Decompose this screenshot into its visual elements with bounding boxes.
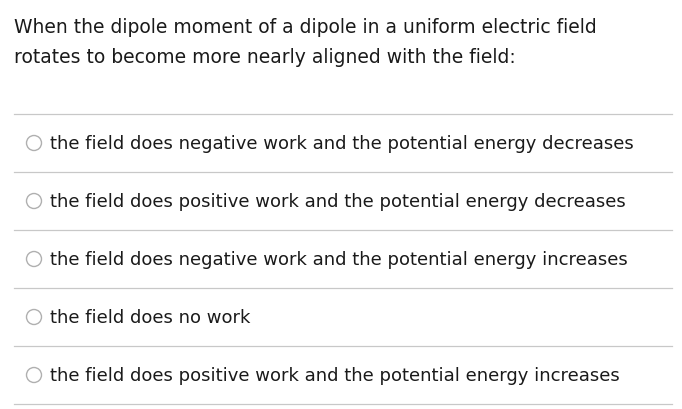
Text: rotates to become more nearly aligned with the field:: rotates to become more nearly aligned wi… (14, 48, 516, 67)
Text: the field does no work: the field does no work (50, 308, 250, 326)
Text: the field does negative work and the potential energy increases: the field does negative work and the pot… (50, 250, 627, 268)
Text: the field does positive work and the potential energy decreases: the field does positive work and the pot… (50, 193, 625, 211)
Text: the field does negative work and the potential energy decreases: the field does negative work and the pot… (50, 135, 634, 153)
Text: the field does positive work and the potential energy increases: the field does positive work and the pot… (50, 366, 619, 384)
Text: When the dipole moment of a dipole in a uniform electric field: When the dipole moment of a dipole in a … (14, 18, 597, 37)
